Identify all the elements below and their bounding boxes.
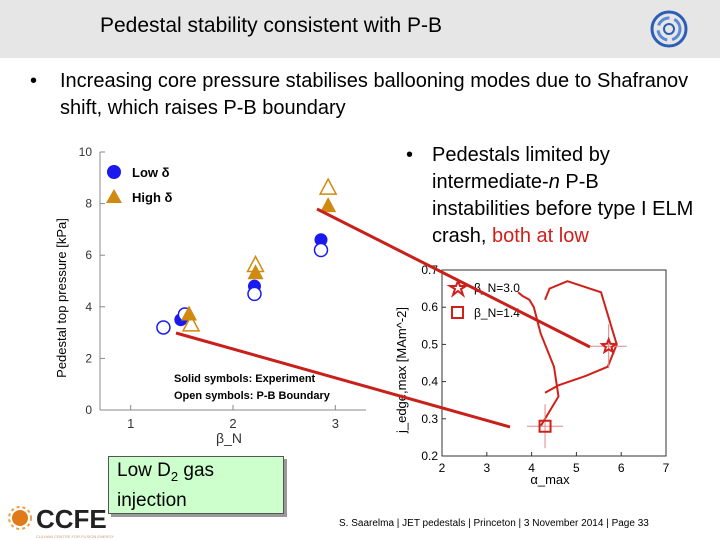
chart1-x-tick-label: 2 (229, 416, 236, 431)
ccfe-logo: CCFE CULHAM CENTRE FOR FUSION ENERGY (8, 504, 115, 539)
data-point-high-delta-boundary (318, 177, 338, 195)
chart2-x-tick-label: 7 (663, 461, 670, 475)
data-point-high-delta-experiment (181, 305, 198, 321)
ccfe-sun-icon (12, 510, 28, 526)
chart2-x-tick-label: 3 (483, 461, 490, 475)
chart2-marker-star (599, 336, 618, 355)
legend-beta30-label: β_N=3.0 (474, 281, 520, 295)
bullet-main-text: Increasing core pressure stabilises ball… (60, 70, 689, 119)
bullet-side-text: Pedestals limited by intermediate-n P-B … (432, 142, 702, 250)
callout-text-a: Low D (117, 460, 171, 481)
bullet-side-n: n (548, 171, 560, 193)
chart1-y-tick-label: 10 (79, 145, 93, 159)
ccfe-logo-subtitle: CULHAM CENTRE FOR FUSION ENERGY (36, 534, 115, 539)
data-point-low-delta-boundary (247, 286, 262, 302)
legend-low-delta-label: Low δ (132, 165, 170, 180)
chart2-y-tick-label: 0.7 (421, 263, 438, 277)
chart1-y-tick-label: 4 (85, 300, 92, 314)
legend-high-delta-label: High δ (132, 190, 172, 205)
chart1-ylabel: Pedestal top pressure [kPa] (54, 218, 69, 378)
chart1-xlabel: β_N (216, 430, 242, 446)
chart2-plot-frame (441, 269, 667, 457)
chart2-y-tick-label: 0.2 (421, 449, 438, 463)
bullet-dot: • (30, 70, 38, 92)
slide-header: Pedestal stability consistent with P-B (0, 0, 720, 58)
chart2-ylabel: j_edge,max [MAm^-2] (394, 307, 409, 434)
chart2-xlabel: α_max (530, 472, 570, 487)
data-point-low-delta-boundary (313, 242, 329, 258)
jedge-vs-alpha-chart: j_edge,max [MAm^-2] α_max 0.2 0.3 0.4 0.5 0.… (394, 263, 670, 487)
chart2-x-tick-label: 5 (573, 461, 580, 475)
slide-footer: S. Saarelma | JET pedestals | Princeton … (339, 518, 649, 529)
chart1-y-tick-label: 8 (85, 197, 92, 211)
chart1-annotation-solid: Solid symbols: Experiment (174, 373, 316, 385)
slide-title: Pedestal stability consistent with P-B (100, 14, 442, 37)
bullet-side-highlight: both at low (492, 225, 589, 247)
chart1-y-tick-label: 2 (85, 351, 92, 365)
chart2-y-tick-label: 0.3 (421, 412, 438, 426)
chart2-x-tick-label: 6 (618, 461, 625, 475)
chart1-x-tick-label: 1 (127, 416, 134, 431)
chart1-x-tick-label: 3 (332, 416, 339, 431)
ccfe-logo-text: CCFE (36, 504, 107, 534)
chart2-y-tick-label: 0.6 (421, 300, 438, 314)
chart1-y-tick-label: 0 (85, 403, 92, 417)
data-point-low-delta-boundary (156, 320, 171, 335)
chart2-marker-square (538, 419, 552, 433)
chart1-y-tick-label: 6 (85, 248, 92, 262)
data-point-high-delta-boundary (246, 254, 265, 273)
callout-text-b: gas injection (117, 460, 215, 511)
callout-subscript: 2 (170, 468, 179, 484)
ring-logo-icon (650, 10, 688, 48)
data-point-high-delta-experiment (320, 197, 337, 213)
legend-high-delta-marker (106, 189, 122, 203)
legend-low-delta-marker (107, 165, 121, 179)
chart2-x-tick-label: 4 (528, 461, 535, 475)
chart2-y-tick-label: 0.5 (421, 337, 438, 351)
bullet-side-prefix: Pedestals limited by intermediate- (432, 144, 610, 193)
data-point-high-delta-boundary (181, 314, 201, 332)
chart2-x-tick-label: 2 (439, 461, 446, 475)
pressure-vs-beta-chart: Pedestal top pressure [kPa] β_N 0 2 4 6 8 10 1… (54, 145, 366, 446)
chart2-y-tick-label: 0.4 (421, 375, 438, 389)
bullet-dot: • (406, 144, 414, 166)
legend-beta14-label: β_N=1.4 (474, 306, 520, 320)
chart1-annotation-open: Open symbols: P-B Boundary (174, 390, 331, 402)
gas-injection-callout: Low D2 gas injection (108, 456, 284, 514)
